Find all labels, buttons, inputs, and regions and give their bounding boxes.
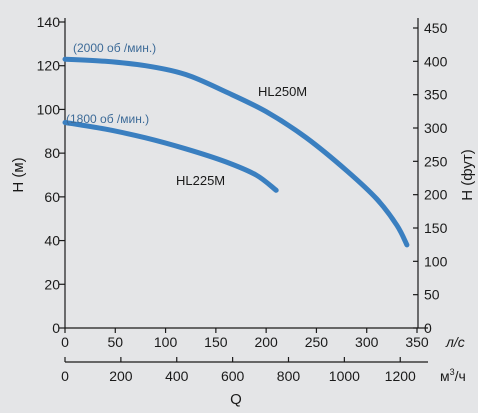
x-axis-m3h-unit-sup: 3 (450, 367, 455, 377)
y-axis-right-tick-label: 300 (424, 120, 448, 136)
x-axis-ls-tick-label: 0 (61, 334, 69, 350)
x-axis-ls-tick-label: 300 (355, 334, 379, 350)
x-axis-m3h-unit-tail: /ч (455, 368, 466, 384)
y-axis-right-title: H (фут) (459, 149, 476, 201)
y-axis-left-tick-label: 60 (44, 189, 60, 205)
x-axis-ls-tick-label: 100 (154, 334, 178, 350)
series-2-speed-label: (1800 об /мин.) (66, 112, 149, 126)
x-axis-m3h-tick-label: 1200 (385, 368, 416, 384)
series-1-name-label: HL250M (258, 84, 307, 99)
y-axis-right-tick-label: 400 (424, 53, 448, 69)
x-axis-m3h-unit: м3/ч (440, 367, 466, 384)
y-axis-left-tick-label: 0 (52, 320, 60, 336)
y-axis-left-tick-label: 20 (44, 276, 60, 292)
x-axis-m3h-tick-label: 600 (221, 368, 245, 384)
y-axis-left-tick-label: 100 (37, 101, 61, 117)
x-axis-ls-tick-label: 350 (405, 334, 429, 350)
x-axis-ls-unit: л/с (445, 334, 465, 350)
y-axis-right-tick-label: 250 (424, 153, 448, 169)
x-axis-ls-tick-label: 150 (204, 334, 228, 350)
labels: H (м) H (фут) Q л/с м3/ч (2000 об /мин.)… (10, 41, 476, 408)
axes: 0 20 40 60 80 100 120 140 0 50 100 150 200 250 300 350 4… (37, 14, 448, 384)
y-axis-right-tick-label: 200 (424, 187, 448, 203)
x-axis-ls-tick-label: 200 (254, 334, 278, 350)
series-2-name-label: HL225M (176, 173, 225, 188)
y-axis-left-tick-label: 40 (44, 233, 60, 249)
x-axis-title: Q (230, 391, 242, 408)
y-axis-left-tick-label: 140 (37, 14, 61, 30)
y-axis-left-tick-label: 80 (44, 145, 60, 161)
x-axis-m3h-tick-label: 400 (165, 368, 189, 384)
y-axis-right-tick-label: 100 (424, 253, 448, 269)
x-axis-ls-tick-label: 50 (107, 334, 123, 350)
y-axis-right-tick-label: 50 (424, 287, 440, 303)
y-axis-right-tick-label: 0 (424, 320, 432, 336)
y-axis-left-tick-label: 120 (37, 58, 61, 74)
series-line-hl225m (62, 120, 279, 193)
x-axis-m3h-tick-label: 800 (277, 368, 301, 384)
x-axis-m3h-tick-label: 0 (61, 368, 69, 384)
series-1-speed-label: (2000 об /мин.) (73, 41, 156, 55)
y-axis-right-tick-label: 150 (424, 220, 448, 236)
y-axis-left-title: H (м) (10, 157, 27, 192)
y-axis-right-tick-label: 350 (424, 87, 448, 103)
series-line-hl250m (62, 56, 410, 248)
x-axis-m3h-unit-base: м (440, 368, 450, 384)
x-axis-m3h-tick-label: 1000 (329, 368, 360, 384)
x-axis-m3h-tick-label: 200 (109, 368, 133, 384)
x-axis-ls-tick-label: 250 (305, 334, 329, 350)
series (62, 56, 410, 248)
y-axis-right-tick-label: 450 (424, 20, 448, 36)
